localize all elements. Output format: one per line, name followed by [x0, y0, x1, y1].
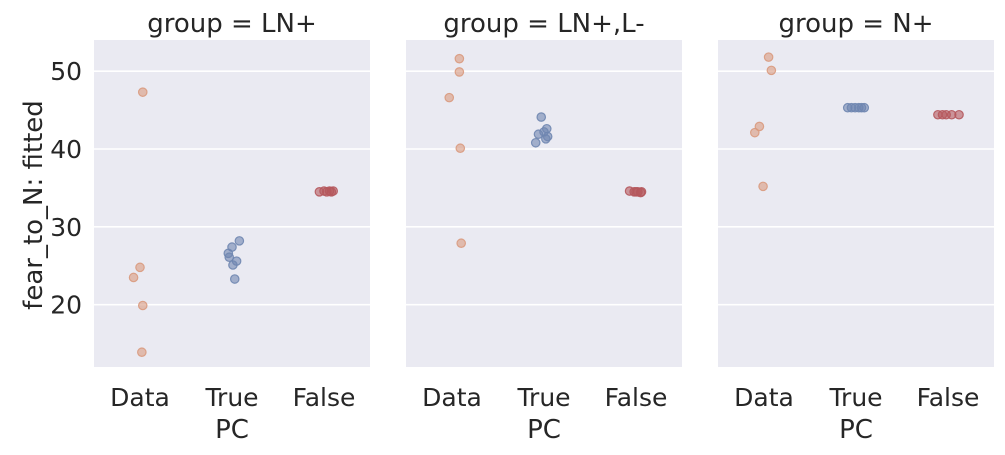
x-tick-label: True — [204, 383, 258, 412]
y-tick-label: 40 — [50, 135, 82, 164]
data-point — [444, 92, 455, 103]
x-axis-label: PC — [527, 415, 561, 445]
data-point — [137, 87, 148, 97]
data-point — [766, 65, 777, 76]
x-tick-label: False — [917, 383, 980, 412]
facet-panels: group = LN+Data True FalsePC20304050group … — [50, 9, 994, 445]
data-point — [456, 238, 466, 249]
facet-title: group = N+ — [778, 9, 933, 39]
y-tick-label: 20 — [50, 291, 82, 320]
y-tick-label: 50 — [50, 57, 82, 86]
plot-background — [718, 40, 994, 367]
facet-title: group = LN+ — [147, 9, 317, 39]
data-point — [224, 252, 235, 263]
data-point — [541, 134, 551, 144]
data-point — [749, 127, 760, 138]
x-tick-label: True — [516, 383, 570, 412]
facet-panel: group = LN+ Data True False PC 20 30 40 50 — [50, 9, 370, 445]
data-point — [328, 186, 338, 196]
data-point — [533, 129, 544, 140]
data-point — [536, 112, 547, 122]
data-point — [234, 236, 245, 246]
data-point — [135, 262, 145, 273]
x-tick-label: Data — [422, 383, 482, 412]
y-axis-label: fear_to_N: fitted — [19, 100, 49, 310]
data-point — [454, 53, 465, 64]
data-point — [137, 347, 147, 358]
facet-panel: group = LN+,L- Data True False PC — [406, 9, 682, 445]
data-point — [859, 102, 870, 113]
facet-panel: group = N+ Data True False PC — [718, 9, 994, 445]
data-point — [137, 300, 148, 311]
y-tick-label: 30 — [50, 213, 82, 242]
x-tick-label: True — [828, 383, 882, 412]
data-point — [229, 274, 240, 284]
data-point — [128, 272, 139, 283]
plot-background — [94, 40, 370, 367]
data-point — [758, 181, 768, 192]
x-tick-label: False — [293, 383, 356, 412]
x-tick-label: Data — [734, 383, 794, 412]
data-point — [636, 187, 647, 197]
data-point — [530, 137, 541, 148]
x-axis-label: PC — [839, 415, 873, 445]
data-point — [763, 52, 774, 62]
x-tick-label: Data — [110, 383, 170, 412]
data-point — [754, 121, 765, 132]
data-point — [228, 260, 238, 270]
data-point — [454, 67, 465, 77]
facet-title: group = LN+,L- — [443, 9, 644, 39]
data-point — [954, 109, 964, 120]
x-tick-label: False — [605, 383, 668, 412]
data-point — [455, 143, 466, 154]
plot-background — [406, 40, 682, 367]
x-axis-label: PC — [215, 415, 249, 445]
